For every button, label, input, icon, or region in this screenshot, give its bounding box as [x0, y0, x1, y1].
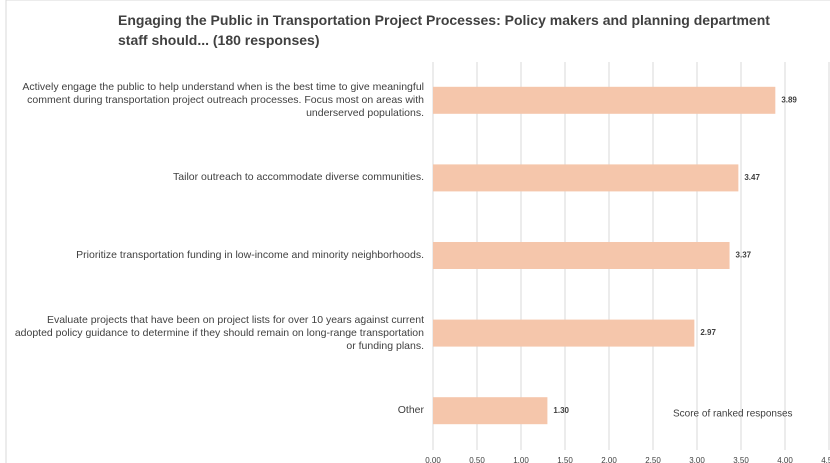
x-tick-label: 3.00 — [689, 456, 705, 463]
x-tick-label: 4.00 — [777, 456, 793, 463]
category-box: Other — [397, 404, 424, 417]
y-tick-label: Actively engage the public to help under… — [22, 80, 424, 119]
category-box: Tailor outreach to accommodate diverse c… — [173, 171, 424, 184]
value-label: 3.47 — [744, 173, 760, 182]
x-tick-label: 1.00 — [513, 456, 529, 463]
x-tick-label: 2.50 — [645, 456, 661, 463]
title-box: Engaging the Public in Transportation Pr… — [118, 12, 770, 48]
y-tick-label: Evaluate projects that have been on proj… — [14, 313, 424, 352]
y-tick-label: Prioritize transportation funding in low… — [76, 249, 424, 261]
category-box: Evaluate projects that have been on proj… — [14, 313, 424, 352]
category-box: Prioritize transportation funding in low… — [76, 249, 424, 261]
bar — [433, 164, 739, 192]
x-tick-label: 0.00 — [425, 456, 441, 463]
chart-frame — [5, 0, 830, 463]
bar — [433, 319, 695, 347]
value-label: 3.89 — [781, 95, 797, 104]
chart-title: Engaging the Public in Transportation Pr… — [118, 12, 770, 48]
x-axis-label: Score of ranked responses — [673, 409, 793, 420]
bar — [433, 242, 730, 269]
y-tick-label: Tailor outreach to accommodate diverse c… — [173, 171, 424, 184]
category-box: Actively engage the public to help under… — [22, 80, 424, 119]
x-tick-label: 0.50 — [469, 456, 485, 463]
x-tick-label: 2.00 — [601, 456, 617, 463]
y-tick-label: Other — [397, 404, 424, 417]
value-label: 3.37 — [736, 251, 752, 260]
value-label: 2.97 — [700, 328, 716, 337]
x-tick-label: 3.50 — [733, 456, 749, 463]
bar — [433, 397, 548, 425]
x-tick-label: 1.50 — [557, 456, 573, 463]
value-label: 1.30 — [553, 406, 569, 415]
x-tick-label: 4.50 — [821, 456, 830, 463]
bar — [433, 86, 776, 114]
